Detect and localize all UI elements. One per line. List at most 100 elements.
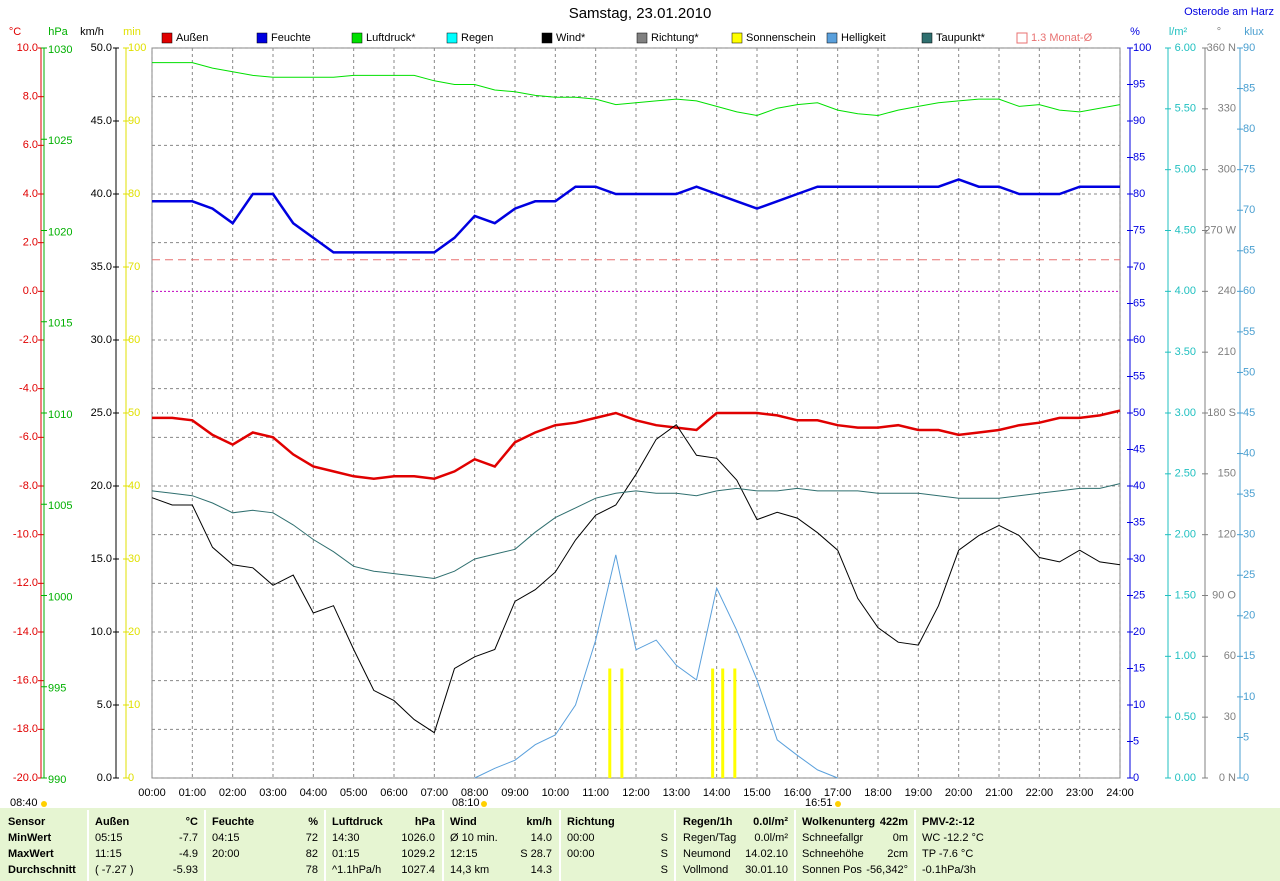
legend-label: Wind*: [556, 32, 586, 44]
table-cell: 1027.4: [401, 864, 435, 876]
legend-swatch: [256, 32, 268, 44]
y-tick-label: 45: [1243, 407, 1255, 419]
sun-dot: [835, 801, 841, 807]
legend-swatch: [446, 32, 458, 44]
y-tick-label: 90 O: [1212, 589, 1236, 601]
table-cell: Wolkenunterg: [802, 816, 875, 828]
y-tick-label: 95: [1133, 78, 1145, 90]
table-cell: S: [661, 848, 668, 860]
y-tick-label: 5: [1133, 735, 1139, 747]
y-tick-label: 20: [1243, 610, 1255, 622]
y-tick-label: 1025: [48, 135, 72, 147]
y-tick-label: 10: [128, 699, 140, 711]
table-cell: S 28.7: [520, 848, 552, 860]
table-cell: Wind: [450, 816, 477, 828]
y-tick-label: 4.0: [23, 188, 38, 200]
y-tick-label: 5.50: [1175, 103, 1196, 115]
y-tick-label: 35.0: [91, 261, 112, 273]
x-tick-label: 18:00: [864, 787, 892, 799]
y-tick-label: -20.0: [13, 772, 38, 784]
y-tick-label: 30: [1224, 711, 1236, 723]
y-tick-label: 10.0: [91, 626, 112, 638]
table-cell: km/h: [526, 816, 552, 828]
table-cell: -5.93: [173, 864, 198, 876]
y-tick-label: -2.0: [19, 334, 38, 346]
table-cell: Richtung: [567, 816, 615, 828]
sun-time: 08:10: [452, 797, 480, 809]
table-cell: 1029.2: [401, 848, 435, 860]
y-tick-label: 65: [1243, 245, 1255, 257]
y-tick-label: 0: [1243, 772, 1249, 784]
y-tick-label: -14.0: [13, 626, 38, 638]
sunshine-bar: [620, 668, 624, 778]
y-tick-label: 1.00: [1175, 650, 1196, 662]
y-tick-label: 6.0: [23, 139, 38, 151]
y-tick-label: 120: [1218, 529, 1236, 541]
table-cell: 0.0l/m²: [754, 832, 788, 844]
table-cell: 422m: [880, 816, 908, 828]
y-tick-label: 0.00: [1175, 772, 1196, 784]
table-cell: MinWert: [8, 832, 52, 844]
table-cell: Ø 10 min.: [450, 832, 498, 844]
legend-label: Taupunkt*: [936, 32, 986, 44]
y-tick-label: 20: [128, 626, 140, 638]
y-tick-label: 240: [1218, 285, 1236, 297]
legend-label: 1.3 Monat-Ø: [1031, 32, 1093, 44]
table-cell: °C: [186, 816, 198, 828]
table-cell: Sonnen Pos: [802, 864, 862, 876]
y-tick-label: 25.0: [91, 407, 112, 419]
legend-label: Richtung*: [651, 32, 699, 44]
y-tick-label: 90: [1243, 42, 1255, 54]
legend-swatch: [541, 32, 553, 44]
y-tick-label: 5.0: [97, 699, 112, 711]
x-tick-label: 15:00: [743, 787, 771, 799]
y-tick-label: 990: [48, 774, 66, 786]
y-tick-label: 100: [1133, 42, 1151, 54]
sunshine-bar: [733, 668, 737, 778]
y-tick-label: 70: [1133, 261, 1145, 273]
table-cell: 20:00: [212, 848, 240, 860]
x-tick-label: 22:00: [1026, 787, 1054, 799]
table-cell: WC -12.2 °C: [922, 832, 984, 844]
y-tick-label: 330: [1218, 103, 1236, 115]
y-tick-label: -18.0: [13, 723, 38, 735]
table-cell: -56,342°: [866, 864, 908, 876]
table-cell: S: [661, 832, 668, 844]
y-tick-label: 1000: [48, 591, 72, 603]
table-cell: 78: [306, 864, 318, 876]
table-cell: Regen/1h: [683, 816, 733, 828]
y-tick-label: 60: [1243, 285, 1255, 297]
x-tick-label: 04:00: [300, 787, 328, 799]
y-tick-label: 50: [1133, 407, 1145, 419]
y-tick-label: 15: [1243, 650, 1255, 662]
table-cell: Luftdruck: [332, 816, 384, 828]
y-tick-label: 180 S: [1207, 407, 1236, 419]
table-cell: 00:00: [567, 832, 595, 844]
y-tick-label: 80: [1243, 123, 1255, 135]
y-tick-label: 40: [128, 480, 140, 492]
legend-swatch: [826, 32, 838, 44]
y-tick-label: 5.00: [1175, 164, 1196, 176]
y-tick-label: 3.00: [1175, 407, 1196, 419]
y-tick-label: 210: [1218, 346, 1236, 358]
y-tick-label: -8.0: [19, 480, 38, 492]
y-tick-label: 1030: [48, 44, 72, 56]
axis-unit: min: [123, 26, 141, 38]
series-line: [152, 178, 1120, 254]
y-tick-label: 30: [1133, 553, 1145, 565]
legend-swatch: [731, 32, 743, 44]
table-cell: 30.01.10: [745, 864, 788, 876]
x-tick-label: 06:00: [380, 787, 408, 799]
legend-label: Regen: [461, 32, 493, 44]
y-tick-label: 90: [1133, 115, 1145, 127]
x-tick-label: 05:00: [340, 787, 368, 799]
legend-label: Sonnenschein: [746, 32, 816, 44]
y-tick-label: 60: [1224, 650, 1236, 662]
y-tick-label: 100: [128, 42, 146, 54]
y-tick-label: 30.0: [91, 334, 112, 346]
y-tick-label: 40.0: [91, 188, 112, 200]
y-tick-label: 80: [128, 188, 140, 200]
y-tick-label: 8.0: [23, 91, 38, 103]
